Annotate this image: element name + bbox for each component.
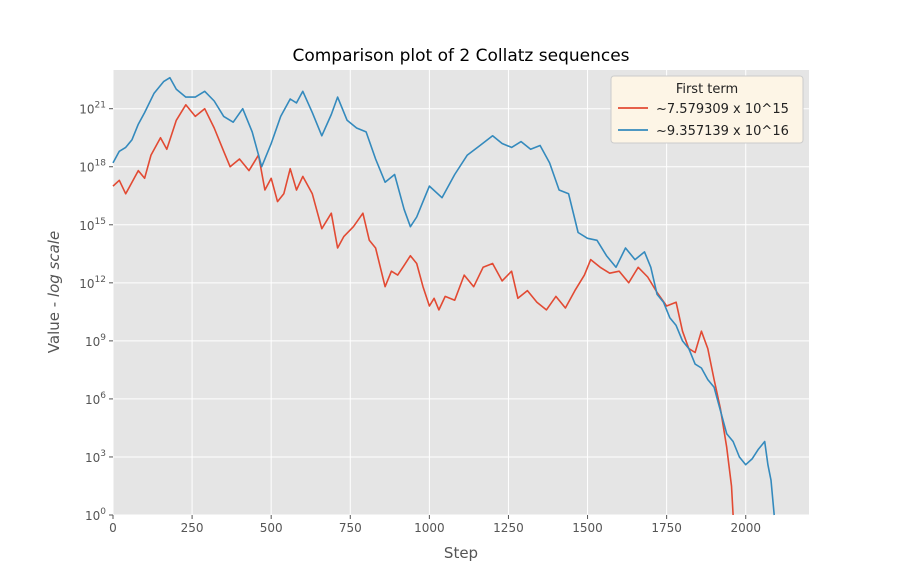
x-tick-label: 1750	[651, 521, 682, 535]
y-tick-label: 109	[85, 333, 106, 349]
legend-label-series-1: ~7.579309 x 10^15	[656, 102, 789, 117]
y-tick-label: 106	[85, 391, 106, 407]
legend-title: First term	[676, 82, 738, 97]
x-axis-label: Step	[444, 544, 478, 562]
x-tick-label: 1500	[572, 521, 603, 535]
x-tick-label: 0	[109, 521, 117, 535]
legend-box	[610, 75, 804, 144]
x-axis-ticks: 0 250 500 750 1000 1250 1500 1750 2000	[109, 515, 761, 535]
x-tick-label: 2000	[730, 521, 761, 535]
y-tick-label: 1012	[79, 275, 106, 291]
y-tick-label: 1021	[79, 101, 106, 117]
series-line-1	[112, 104, 734, 516]
chart-title: Comparison plot of 2 Collatz sequences	[292, 46, 629, 66]
y-tick-label: 100	[85, 507, 106, 523]
y-axis-label-main: Value -	[45, 297, 63, 353]
legend: First term ~7.579309 x 10^15 ~9.357139 x…	[610, 75, 804, 144]
y-axis-ticks: 100 103 106 109 1012 1015 1018 1021	[79, 101, 113, 523]
plot-area	[113, 70, 809, 515]
x-tick-label: 500	[260, 521, 283, 535]
y-tick-label: 1018	[79, 159, 106, 175]
x-tick-label: 750	[339, 521, 362, 535]
y-axis-label: Value - log scale	[45, 231, 63, 353]
legend-label-series-2: ~9.357139 x 10^16	[656, 124, 789, 139]
x-tick-label: 1000	[414, 521, 445, 535]
y-tick-label: 1015	[79, 217, 106, 233]
x-tick-label: 1250	[493, 521, 524, 535]
x-tick-label: 250	[181, 521, 204, 535]
y-axis-label-italic: log scale	[45, 231, 63, 297]
series-line-2	[112, 76, 775, 516]
series-lines	[112, 76, 775, 516]
y-tick-label: 103	[85, 449, 106, 465]
